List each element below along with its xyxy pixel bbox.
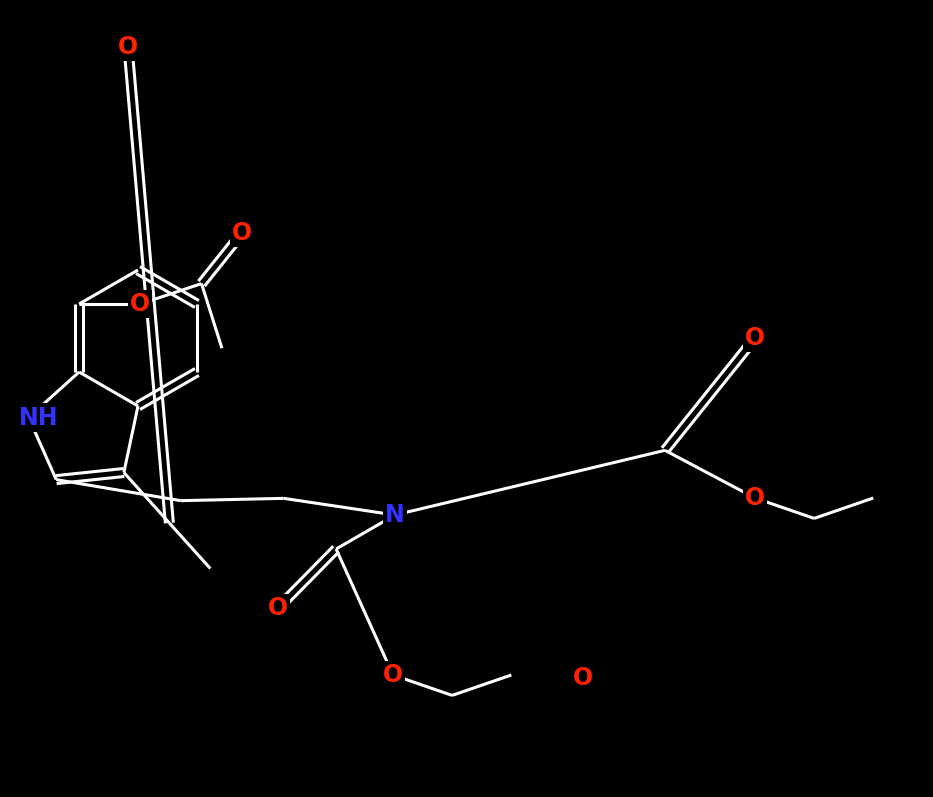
Text: N: N [385, 503, 405, 527]
Text: O: O [745, 486, 765, 510]
Text: NH: NH [19, 406, 59, 430]
Text: O: O [745, 326, 765, 350]
Text: O: O [268, 596, 288, 620]
Text: O: O [131, 292, 150, 316]
Text: O: O [573, 666, 593, 690]
Text: O: O [232, 221, 252, 245]
Text: O: O [383, 663, 403, 687]
Text: O: O [118, 35, 138, 59]
